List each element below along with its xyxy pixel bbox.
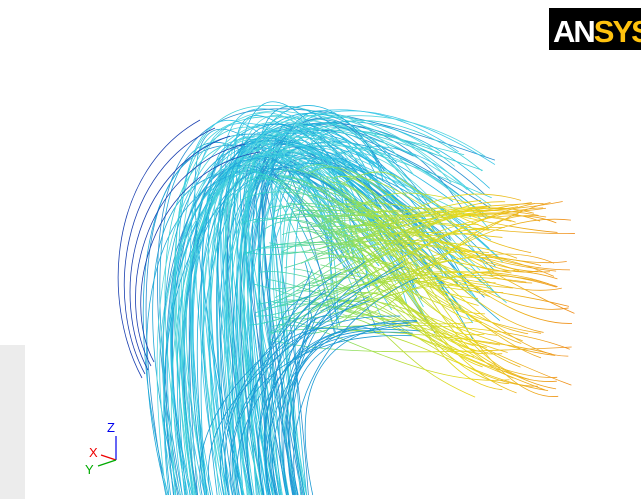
y-axis	[98, 460, 116, 466]
streamlines	[118, 102, 575, 495]
logo-part-a: AN	[553, 14, 594, 49]
logo-part-b: SYS	[594, 14, 641, 49]
page: ANSYS Z X Y (() => { const data = JSON.p…	[0, 0, 641, 499]
logo: ANSYS	[549, 8, 641, 50]
z-label: Z	[107, 420, 115, 435]
axis-triad: Z X Y	[85, 420, 116, 477]
x-axis	[101, 455, 116, 460]
x-label: X	[89, 445, 98, 460]
viewport: ANSYS Z X Y	[0, 0, 641, 499]
y-label: Y	[85, 462, 94, 477]
side-panel	[0, 345, 25, 499]
streamline	[305, 321, 417, 495]
logo-text: ANSYS	[553, 14, 641, 49]
streamline	[337, 316, 475, 397]
